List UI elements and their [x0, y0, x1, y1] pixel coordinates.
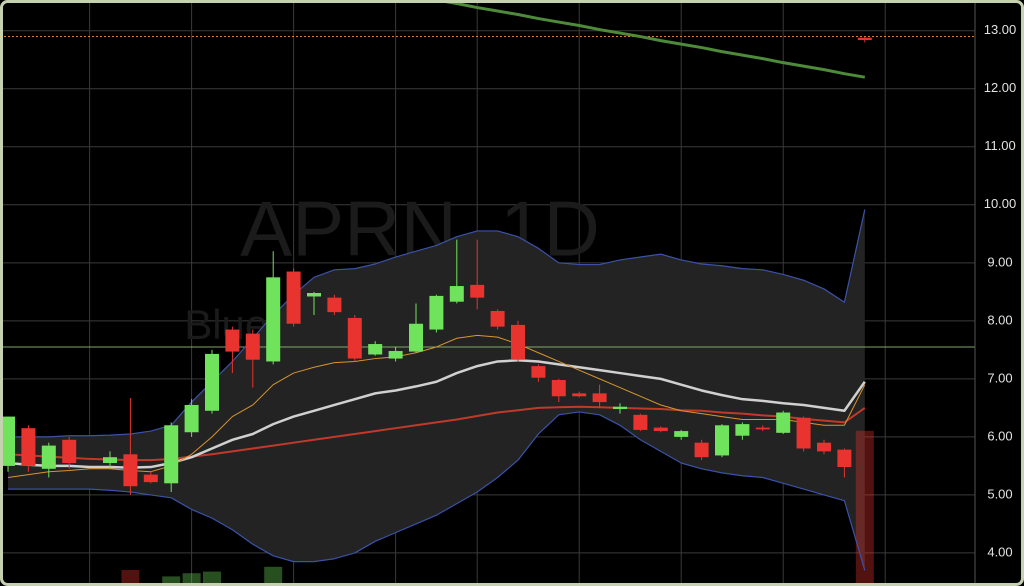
candle-body	[409, 323, 423, 352]
indicator-line	[8, 209, 866, 438]
candle-body	[817, 442, 831, 452]
candle-body	[592, 393, 607, 403]
candle-body	[613, 406, 627, 410]
y-tick-label: 13.00	[984, 22, 1017, 37]
candle-body	[388, 351, 403, 359]
candle-body	[347, 317, 362, 359]
candle-body	[572, 393, 587, 397]
y-tick-label: 5.00	[987, 486, 1012, 501]
candle-body	[184, 404, 199, 433]
y-tick-label: 6.00	[987, 428, 1012, 443]
y-tick-label: 10.00	[984, 196, 1017, 211]
y-tick-label: 9.00	[987, 254, 1012, 269]
y-tick-label: 12.00	[984, 80, 1017, 95]
plot	[0, 0, 975, 586]
candle-body	[245, 333, 260, 360]
candle-body	[633, 414, 648, 430]
candle-body	[837, 449, 852, 468]
candle-body	[307, 293, 321, 297]
candle-body	[62, 439, 77, 463]
candle-body	[1, 416, 15, 466]
volume-bar	[182, 573, 201, 586]
candle-body	[449, 286, 464, 302]
candle-body	[694, 442, 709, 458]
candle-body	[225, 329, 240, 352]
candle-body	[796, 417, 811, 449]
volume-bar	[855, 430, 874, 586]
candle-body	[143, 474, 158, 483]
candle-body	[857, 37, 872, 41]
candle-body	[286, 271, 301, 324]
candle-body	[41, 445, 56, 469]
candle-body	[205, 353, 219, 411]
indicator-line	[7, 359, 866, 469]
candle-body	[164, 425, 179, 484]
candle-body	[674, 431, 689, 437]
candle-body	[429, 295, 444, 330]
candle-body	[653, 427, 668, 432]
y-tick-label: 8.00	[987, 312, 1012, 327]
volume-bar	[264, 566, 283, 586]
price-axis: 4.00 5.00 6.00 7.00 8.00 9.00 10.00 11.00 12.00 1…	[984, 22, 1017, 559]
indicator-line	[8, 411, 866, 571]
candle-body	[755, 427, 770, 430]
candle-body	[490, 310, 505, 327]
y-tick-label: 11.00	[984, 138, 1016, 153]
candle-body	[551, 380, 566, 397]
candle-body	[368, 344, 383, 355]
candle-body	[776, 412, 791, 433]
indicator-line	[7, 405, 866, 462]
indicator-line	[436, 0, 866, 79]
candle-body	[21, 428, 36, 466]
y-tick-label: 4.00	[987, 544, 1012, 559]
candle-body	[327, 297, 342, 313]
candle-body	[103, 457, 117, 463]
candle-body	[266, 277, 281, 362]
volume-bar	[121, 570, 140, 586]
y-tick-label: 7.00	[987, 370, 1012, 385]
candle-body	[531, 366, 546, 378]
candle-body	[123, 454, 138, 487]
candle-body	[715, 425, 729, 456]
candle-body	[511, 324, 525, 360]
candle-body	[735, 424, 750, 436]
volume-bar	[162, 576, 181, 586]
candle-body	[470, 284, 485, 298]
volume-bar	[203, 571, 221, 586]
band-fill	[8, 209, 865, 571]
